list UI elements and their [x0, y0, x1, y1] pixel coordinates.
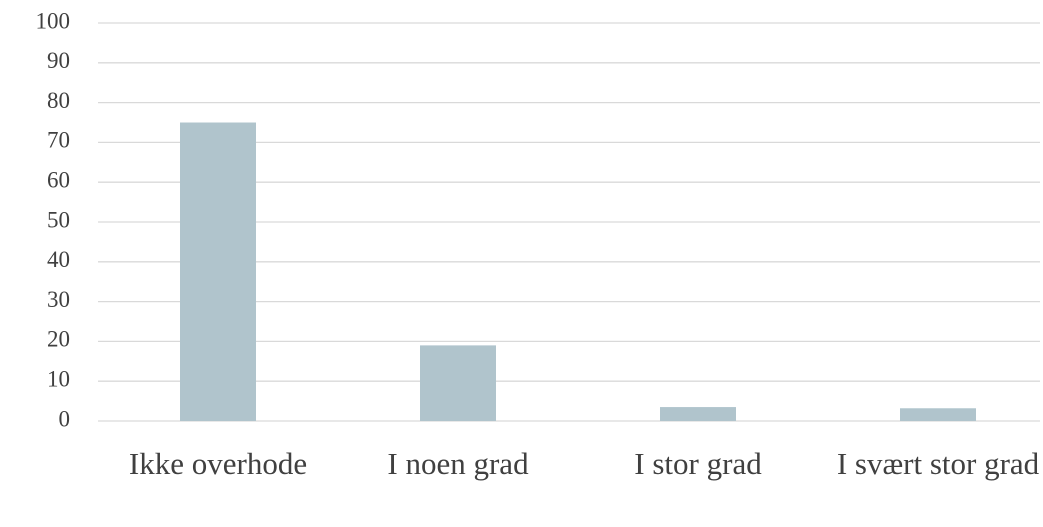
bar — [660, 407, 736, 421]
x-tick-label: Ikke overhode — [129, 446, 307, 481]
bar — [180, 122, 256, 421]
y-tick-label: 100 — [36, 8, 71, 33]
y-tick-label: 60 — [47, 167, 70, 192]
y-tick-label: 70 — [47, 128, 70, 153]
y-tick-label: 20 — [47, 327, 70, 352]
bar — [420, 345, 496, 421]
y-tick-label: 90 — [47, 48, 70, 73]
y-tick-label: 0 — [59, 406, 71, 431]
y-tick-label: 40 — [47, 247, 70, 272]
y-tick-label: 80 — [47, 88, 70, 113]
x-tick-label: I stor grad — [634, 446, 762, 481]
bar — [900, 408, 976, 421]
y-tick-label: 30 — [47, 287, 70, 312]
y-tick-label: 10 — [47, 366, 70, 391]
y-tick-label: 50 — [47, 207, 70, 232]
x-tick-label: I svært stor grad — [837, 446, 1040, 481]
x-tick-label: I noen grad — [387, 446, 529, 481]
